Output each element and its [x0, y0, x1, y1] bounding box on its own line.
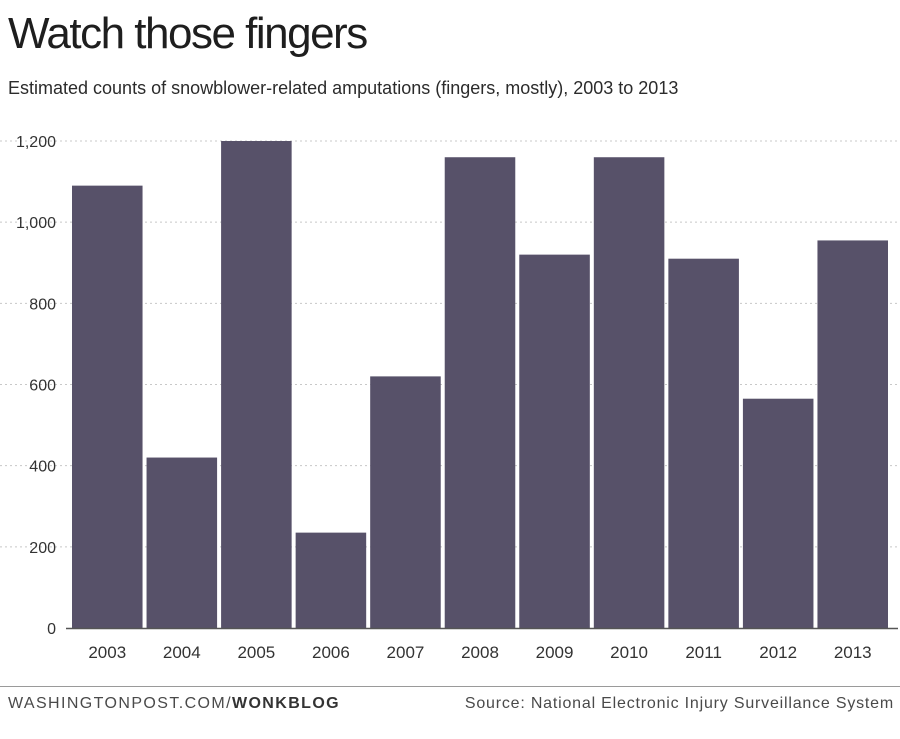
x-tick-label: 2005 [237, 643, 275, 662]
bar-2009 [519, 254, 590, 628]
x-tick-label: 2010 [610, 643, 648, 662]
y-tick-label: 400 [29, 459, 56, 476]
bar-2011 [668, 258, 739, 628]
y-tick-label: 0 [47, 621, 56, 638]
y-axis-tick-labels: 0 200 400 600 800 1,000 1,200 [16, 134, 56, 638]
y-tick-label: 200 [29, 540, 56, 557]
footer-blog: WONKBLOG [231, 695, 341, 712]
x-axis-tick-labels: 2003 2004 2005 2006 2007 2008 2009 2010 2011 2012… [88, 643, 871, 662]
y-tick-label: 600 [29, 378, 56, 395]
bar-2012 [742, 398, 814, 628]
chart-title: Watch those fingers [8, 9, 368, 58]
bar-2004 [146, 457, 218, 628]
footer-divider [0, 686, 900, 687]
bar-2010 [593, 157, 665, 628]
x-tick-label: 2003 [88, 643, 126, 662]
bar-2005 [221, 141, 292, 628]
x-tick-label: 2008 [461, 643, 499, 662]
footer-source: Source: National Electronic Injury Surve… [464, 695, 894, 712]
y-tick-label: 1,200 [16, 134, 56, 151]
bar-2006 [295, 532, 367, 628]
y-tick-label: 1,000 [16, 215, 56, 232]
bar-2008 [444, 157, 516, 628]
x-tick-label: 2011 [685, 643, 722, 662]
x-tick-label: 2007 [387, 643, 425, 662]
footer-credit: WASHINGTONPOST.COM/WONKBLOG [8, 695, 340, 713]
chart-subtitle: Estimated counts of snowblower-related a… [8, 78, 679, 98]
bar-2003 [72, 185, 143, 628]
x-tick-label: 2012 [759, 643, 797, 662]
x-tick-label: 2009 [536, 643, 574, 662]
footer-site: WASHINGTONPOST.COM/ [8, 695, 232, 712]
bars [72, 141, 888, 628]
x-tick-label: 2013 [834, 643, 872, 662]
x-tick-label: 2004 [163, 643, 201, 662]
bar-chart: 0 200 400 600 800 1,000 1,200 2003 2004 2005 2006… [0, 134, 900, 662]
x-tick-label: 2006 [312, 643, 350, 662]
bar-2007 [370, 376, 441, 628]
bar-2013 [817, 240, 888, 628]
y-tick-label: 800 [29, 296, 56, 313]
